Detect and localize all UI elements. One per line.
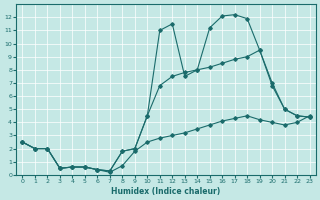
X-axis label: Humidex (Indice chaleur): Humidex (Indice chaleur) xyxy=(111,187,221,196)
